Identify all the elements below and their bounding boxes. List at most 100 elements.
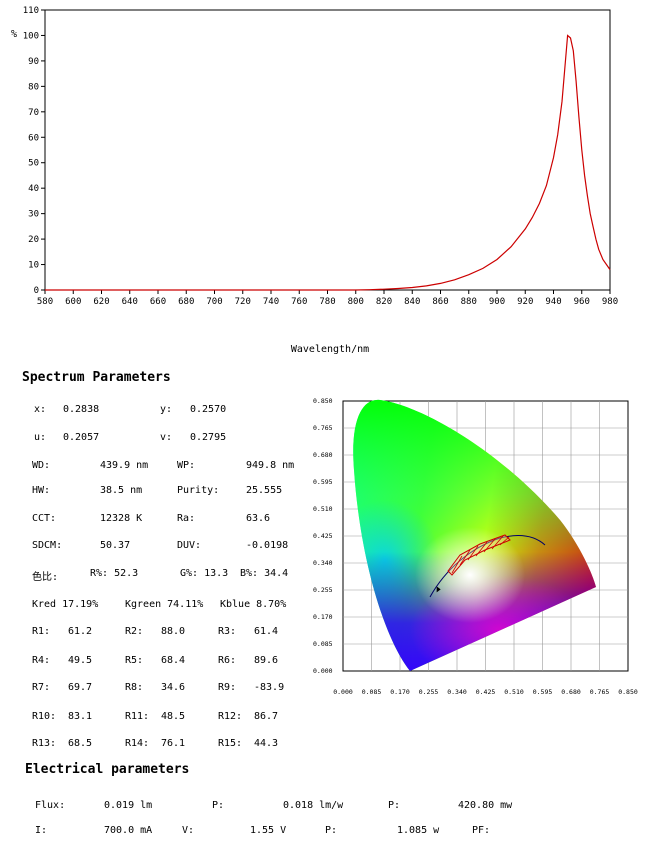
param-label: Ra:	[177, 513, 196, 524]
efficacy-label: P:	[212, 800, 225, 811]
cie-y-tick-label: 0.340	[313, 559, 333, 567]
x-tick-label: 640	[122, 297, 138, 307]
param-value: 0.2057	[63, 432, 100, 443]
cie-x-tick-label: 0.765	[590, 688, 610, 696]
y-tick-label: 40	[28, 184, 39, 194]
x-tick-label: 880	[461, 297, 477, 307]
cri-label: R7:	[32, 682, 51, 693]
param-value: 38.5 nm	[100, 485, 143, 496]
param-label: DUV:	[177, 540, 202, 551]
x-tick-label: 600	[65, 297, 81, 307]
flux-label: Flux:	[35, 800, 66, 811]
cri-value: -83.9	[254, 682, 285, 693]
param-value: -0.0198	[246, 540, 289, 551]
cie-x-tick-label: 0.340	[447, 688, 467, 696]
electrical-parameters-title: Electrical parameters	[25, 762, 190, 777]
x-tick-label: 680	[178, 297, 194, 307]
x-tick-label: 980	[602, 297, 618, 307]
chromaticity-point	[436, 586, 441, 593]
cri-value: 61.4	[254, 626, 279, 637]
cri-value: 49.5	[68, 655, 93, 666]
cie-x-tick-label: 0.510	[504, 688, 524, 696]
x-tick-label: 580	[37, 297, 53, 307]
cri-value: 44.3	[254, 738, 279, 749]
color-ratio-label: 色比:	[32, 572, 59, 583]
cri-value: 69.7	[68, 682, 93, 693]
spectrum-plot-area	[44, 9, 611, 291]
cie-y-tick-label: 0.085	[313, 640, 333, 648]
color-ratio-r: R%: 52.3	[90, 568, 139, 579]
param-label: SDCM:	[32, 540, 63, 551]
cri-label: R2:	[125, 626, 144, 637]
cie-y-tick-label: 0.170	[313, 613, 333, 621]
x-tick-label: 780	[319, 297, 335, 307]
cie-y-tick-label: 0.850	[313, 397, 333, 405]
power-label: P:	[325, 825, 338, 836]
cri-label: R4:	[32, 655, 51, 666]
color-ratio-g: G%: 13.3	[180, 568, 229, 579]
cri-label: R13:	[32, 738, 57, 749]
param-label: WD:	[32, 460, 51, 471]
cri-label: R1:	[32, 626, 51, 637]
param-value: 25.555	[246, 485, 283, 496]
param-value: 50.37	[100, 540, 131, 551]
spectrum-parameters-title: Spectrum Parameters	[22, 370, 171, 385]
x-tick-label: 800	[348, 297, 364, 307]
x-tick-label: 840	[404, 297, 420, 307]
y-tick-label: 80	[28, 82, 39, 92]
param-label: HW:	[32, 485, 51, 496]
y-tick-label: 110	[23, 6, 39, 16]
cie-y-tick-label: 0.000	[313, 667, 333, 675]
x-tick-label: 860	[432, 297, 448, 307]
y-tick-label: 70	[28, 108, 39, 118]
cri-label: R15:	[218, 738, 243, 749]
x-tick-label: 740	[263, 297, 279, 307]
cri-value: 48.5	[161, 711, 186, 722]
x-axis-label: Wavelength/nm	[291, 344, 369, 355]
x-tick-label: 620	[93, 297, 109, 307]
cie-y-tick-label: 0.255	[313, 586, 333, 594]
k-blue: Kblue 8.70%	[220, 599, 287, 610]
cri-value: 83.1	[68, 711, 93, 722]
current-label: I:	[35, 825, 48, 836]
x-tick-label: 700	[206, 297, 222, 307]
planckian-locus	[429, 534, 546, 598]
cie-x-tick-label: 0.085	[362, 688, 382, 696]
cri-value: 76.1	[161, 738, 186, 749]
cri-value: 89.6	[254, 655, 279, 666]
voltage-value: 1.55 V	[250, 825, 287, 836]
cie-y-tick-label: 0.425	[313, 532, 333, 540]
spectrum-series-line	[45, 34, 611, 291]
y-axis-unit: %	[11, 29, 17, 40]
spectrum-chart: 0 10 20 30 40 50 60 70 80 90 100 110 580 600 620 640 66…	[11, 6, 618, 355]
cie-x-tick-label: 0.595	[533, 688, 553, 696]
cri-label: R14:	[125, 738, 150, 749]
cri-value: 61.2	[68, 626, 93, 637]
cie-chromaticity-chart: 0.000 0.085 0.170 0.255 0.340 0.425 0.510 0.595…	[313, 397, 638, 696]
x-tick-label: 720	[235, 297, 251, 307]
x-tick-label: 820	[376, 297, 392, 307]
cri-label: R10:	[32, 711, 57, 722]
param-label: y:	[160, 404, 173, 415]
cie-x-tick-label: 0.255	[419, 688, 439, 696]
cri-value: 68.5	[68, 738, 93, 749]
cie-y-tick-label: 0.680	[313, 451, 333, 459]
y-tick-label: 60	[28, 133, 39, 143]
param-value: 63.6	[246, 513, 271, 524]
y-tick-label: 100	[23, 31, 39, 41]
cie-x-tick-label: 0.425	[476, 688, 496, 696]
cct-tolerance-band	[447, 534, 511, 576]
cie-x-tick-label: 0.850	[618, 688, 638, 696]
x-tick-label: 960	[574, 297, 590, 307]
y-tick-label: 10	[28, 261, 39, 271]
cri-value: 86.7	[254, 711, 279, 722]
flux-value: 0.019 lm	[104, 800, 153, 811]
param-label: v:	[160, 432, 173, 443]
cri-value: 68.4	[161, 655, 186, 666]
y-tick-label: 50	[28, 159, 39, 169]
cie-x-tick-label: 0.680	[561, 688, 581, 696]
cri-value: 34.6	[161, 682, 186, 693]
cri-label: R12:	[218, 711, 243, 722]
cri-label: R3:	[218, 626, 237, 637]
cie-y-tick-label: 0.765	[313, 424, 333, 432]
